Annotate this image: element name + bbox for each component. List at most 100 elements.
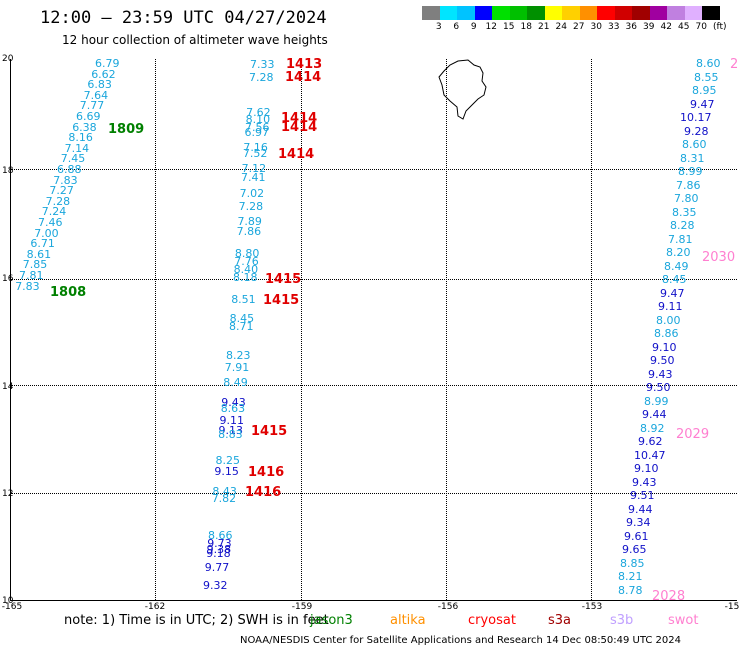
island-coastline <box>438 59 487 120</box>
wave-height-value: 9.61 <box>624 529 649 543</box>
wave-height-value: 7.02 <box>239 187 265 200</box>
map-subtitle: 12 hour collection of altimeter wave hei… <box>62 33 328 47</box>
wave-height-value: 8.78 <box>618 583 643 597</box>
wave-height-value: 9.73 <box>207 537 232 550</box>
wave-height-value: 6.83 <box>87 78 112 92</box>
colorbar-swatch <box>474 6 492 20</box>
colorbar-label: 3 <box>435 22 442 32</box>
wave-height-value: 6.62 <box>91 67 116 81</box>
x-tick-label: -165 <box>1 602 23 612</box>
colorbar-label: 36 <box>625 22 637 32</box>
wave-height-value: 9.10 <box>652 340 677 354</box>
wave-height-value: 8.83 <box>218 428 243 441</box>
wave-height-value: 9.10 <box>634 462 659 475</box>
wave-height-value: 8.92 <box>640 421 665 435</box>
x-tick-label: -15 <box>724 602 740 612</box>
colorbar-label: 42 <box>660 22 672 32</box>
wave-height-value: 6.69 <box>76 110 101 123</box>
wave-height-value: 7.85 <box>22 258 48 272</box>
time-tag: 1414 <box>278 147 315 162</box>
wave-height-value: 8.45 <box>229 312 255 325</box>
wave-height-value: 9.50 <box>650 354 675 367</box>
wave-height-value: 6.79 <box>95 57 120 70</box>
wave-height-value: 6.88 <box>57 163 82 176</box>
wave-height-value: 8.60 <box>682 138 707 151</box>
time-tag: 2028 <box>652 589 686 604</box>
map-title: 12:00 – 23:59 UTC 04/27/2024 <box>40 8 327 28</box>
wave-height-value: 7.28 <box>45 194 71 208</box>
colorbar-label: 9 <box>470 22 477 32</box>
colorbar-swatch <box>422 6 440 20</box>
wave-height-value: 9.18 <box>206 547 231 560</box>
colorbar-label: 21 <box>538 22 550 32</box>
wave-height-value: 8.45 <box>662 273 687 286</box>
wave-height-value: 10.17 <box>680 111 712 124</box>
wave-height-value: 9.44 <box>642 408 667 421</box>
wave-height-value: 7.27 <box>49 184 74 198</box>
legend-item: swot <box>668 613 699 628</box>
wave-height-value: 9.62 <box>638 435 663 448</box>
wave-height-value: 8.51 <box>231 293 256 306</box>
colorbar-label: 6 <box>453 22 460 32</box>
wave-height-value: 9.47 <box>690 97 715 111</box>
wave-height-value: 9.47 <box>660 286 685 300</box>
wave-height-value: 8.80 <box>234 247 260 260</box>
wave-height-value: 8.49 <box>223 376 248 389</box>
legend-item: cryosat <box>468 613 516 628</box>
wave-height-value: 6.38 <box>72 120 97 134</box>
colorbar-label: 15 <box>503 22 515 32</box>
grid-line-y <box>11 279 737 280</box>
colorbar-label: 27 <box>573 22 585 32</box>
colorbar-label: 24 <box>555 22 567 32</box>
colorbar-label: 12 <box>485 22 497 32</box>
y-tick-label: 12 <box>2 489 14 499</box>
legend-item: s3b <box>610 613 634 628</box>
time-tag: 1414 <box>281 120 318 135</box>
wave-height-value: 8.21 <box>618 570 643 583</box>
legend-item: altika <box>390 613 426 628</box>
wave-height-value: 8.86 <box>654 327 679 340</box>
time-tag: 1808 <box>50 285 87 300</box>
y-tick-label: 18 <box>2 166 14 176</box>
wave-height-value: 6.71 <box>30 237 55 251</box>
wave-height-value: 9.65 <box>622 543 647 556</box>
time-tag: 1415 <box>263 293 300 308</box>
colorbar-swatch <box>649 6 667 20</box>
wave-height-value: 8.18 <box>232 271 258 284</box>
wave-height-value: 9.51 <box>630 489 655 502</box>
x-tick-label: -162 <box>144 602 166 612</box>
wave-height-value: 7.86 <box>236 225 262 238</box>
grid-line-x <box>591 59 592 600</box>
wave-height-value: 9.28 <box>684 124 709 138</box>
wave-height-value: 9.77 <box>204 561 230 574</box>
x-tick-label: -153 <box>581 602 603 612</box>
time-tag: 2029 <box>676 427 710 442</box>
time-tag: 1413 <box>286 57 323 72</box>
wave-height-value: 8.60 <box>696 57 721 70</box>
time-tag: 1415 <box>265 272 302 287</box>
colorbar-swatch <box>562 6 580 20</box>
wave-height-value: 9.11 <box>219 414 245 427</box>
y-tick-label: 14 <box>2 382 14 392</box>
colorbar-swatch <box>527 6 545 20</box>
wave-height-value: 8.23 <box>226 349 251 362</box>
wave-height-value: 7.81 <box>19 269 44 282</box>
wave-height-value: 7.52 <box>242 147 268 160</box>
wave-height-value: 8.66 <box>208 529 233 542</box>
wave-height-value: 9.34 <box>626 516 651 529</box>
time-tag: 1414 <box>285 70 322 85</box>
footer-credit: NOAA/NESDIS Center for Satellite Applica… <box>240 635 682 646</box>
wave-height-value: 7.89 <box>237 215 262 228</box>
colorbar-label: 30 <box>590 22 602 32</box>
grid-line-x <box>301 59 302 600</box>
time-tag: 2030 <box>702 250 736 265</box>
time-tag: 1416 <box>245 485 282 500</box>
wave-height-value: 7.77 <box>79 99 105 113</box>
wave-height-value: 9.43 <box>632 475 657 489</box>
wave-height-value: 7.12 <box>241 162 267 175</box>
wave-height-value: 7.86 <box>676 178 701 192</box>
wave-height-value: 8.71 <box>229 320 254 333</box>
wave-height-value: 7.64 <box>83 88 109 102</box>
legend-item: s3a <box>548 613 572 628</box>
